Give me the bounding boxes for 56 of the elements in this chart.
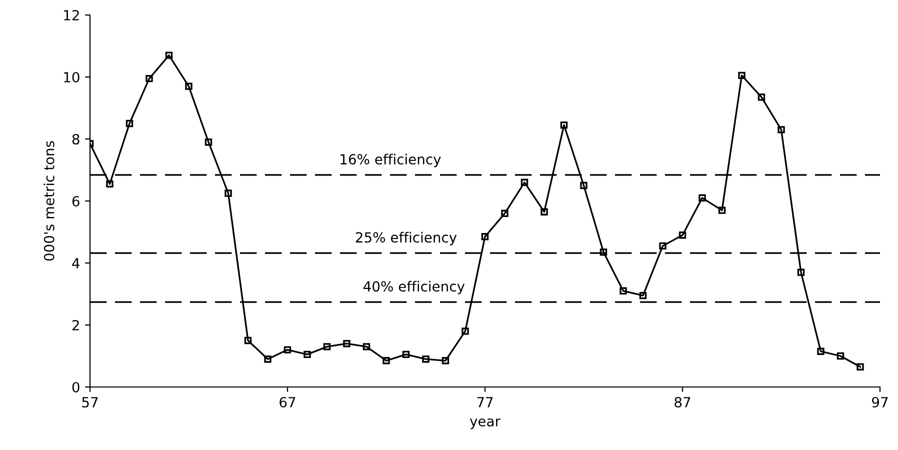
y-axis-title: 000's metric tons [44, 141, 54, 261]
point [797, 268, 805, 276]
y-tick-label: 10 [64, 72, 80, 82]
ref-line-label: 16% efficiency [340, 154, 441, 168]
point [402, 350, 410, 358]
ref-line-label: 25% efficiency [356, 232, 457, 246]
point [836, 352, 844, 360]
point [304, 350, 311, 358]
x-axis-title: year [470, 418, 500, 430]
x-tick-label: 97 [872, 396, 888, 408]
x-tick-label: 67 [280, 396, 296, 408]
x-tick-label: 57 [82, 397, 98, 408]
point [442, 357, 450, 364]
point [382, 357, 390, 364]
point [165, 52, 173, 59]
point [758, 94, 766, 101]
point [738, 72, 746, 80]
point [185, 82, 192, 90]
point [560, 121, 568, 129]
y-tick-label: 2 [72, 320, 79, 330]
point [264, 355, 272, 363]
point [778, 126, 785, 134]
point [639, 292, 647, 300]
point [520, 178, 528, 186]
point [362, 343, 370, 350]
point [481, 233, 489, 240]
point [323, 343, 331, 350]
y-tick-label: 12 [64, 10, 79, 20]
point [501, 210, 508, 218]
point [678, 231, 686, 239]
x-tick-label: 87 [674, 396, 690, 408]
point [284, 346, 292, 354]
point [620, 287, 627, 295]
point [698, 194, 706, 202]
ref-line-label: 40% efficiency [363, 280, 465, 294]
point [146, 74, 153, 82]
y-tick-label: 8 [72, 134, 80, 144]
point [462, 328, 469, 335]
point [126, 120, 134, 128]
point [106, 180, 114, 188]
y-tick-label: 6 [72, 196, 80, 206]
point [224, 190, 232, 197]
point [856, 363, 864, 370]
point [422, 355, 430, 363]
y-tick-label: 0 [72, 382, 80, 392]
point [659, 242, 666, 250]
x-tick-label: 77 [477, 397, 493, 408]
point [817, 348, 824, 355]
point [244, 336, 252, 344]
y-tick-label: 4 [72, 258, 80, 268]
point [718, 206, 726, 214]
point [204, 138, 212, 146]
point [540, 208, 548, 216]
point [600, 248, 608, 256]
point [343, 340, 350, 348]
point [580, 182, 588, 190]
